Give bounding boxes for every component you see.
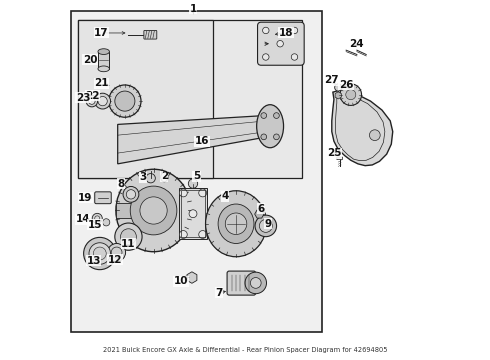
Circle shape — [263, 27, 269, 34]
Ellipse shape — [108, 243, 125, 261]
FancyBboxPatch shape — [144, 31, 157, 39]
Bar — [98, 51, 109, 69]
Ellipse shape — [98, 96, 107, 106]
Ellipse shape — [218, 204, 254, 243]
Polygon shape — [118, 116, 267, 164]
Circle shape — [179, 230, 187, 238]
Bar — [116, 203, 139, 219]
FancyBboxPatch shape — [227, 271, 256, 295]
Text: 8: 8 — [118, 179, 125, 189]
Bar — [78, 21, 213, 178]
Circle shape — [188, 179, 197, 188]
Text: 1: 1 — [189, 4, 196, 14]
Polygon shape — [332, 90, 393, 166]
Text: 19: 19 — [78, 193, 93, 203]
Circle shape — [273, 113, 279, 118]
Text: 15: 15 — [88, 220, 102, 230]
Circle shape — [273, 134, 279, 140]
Text: 2021 Buick Encore GX Axle & Differential - Rear Pinion Spacer Diagram for 426948: 2021 Buick Encore GX Axle & Differential… — [103, 347, 387, 354]
Ellipse shape — [84, 237, 116, 270]
Text: 9: 9 — [265, 219, 272, 229]
Circle shape — [92, 213, 102, 224]
FancyBboxPatch shape — [258, 22, 304, 65]
Text: 25: 25 — [327, 148, 341, 158]
Text: 7: 7 — [216, 288, 223, 298]
Bar — [78, 21, 302, 178]
FancyBboxPatch shape — [337, 157, 343, 159]
Circle shape — [291, 27, 298, 34]
Text: 20: 20 — [83, 55, 98, 65]
FancyBboxPatch shape — [95, 192, 111, 204]
Ellipse shape — [161, 172, 168, 182]
Circle shape — [263, 54, 269, 60]
Ellipse shape — [259, 220, 272, 232]
Ellipse shape — [205, 191, 267, 257]
Circle shape — [146, 174, 155, 183]
Text: 16: 16 — [195, 136, 209, 146]
Ellipse shape — [93, 247, 106, 260]
Ellipse shape — [340, 84, 362, 105]
Text: 11: 11 — [121, 239, 136, 249]
Bar — [71, 12, 322, 332]
Ellipse shape — [225, 213, 247, 234]
Ellipse shape — [121, 229, 136, 244]
Ellipse shape — [123, 186, 139, 202]
Circle shape — [95, 216, 100, 221]
Text: 10: 10 — [174, 276, 189, 286]
Ellipse shape — [130, 186, 177, 235]
Text: 26: 26 — [339, 80, 353, 90]
Text: 14: 14 — [75, 215, 90, 224]
Ellipse shape — [95, 93, 111, 109]
Circle shape — [189, 210, 197, 218]
Ellipse shape — [111, 247, 122, 258]
Text: 4: 4 — [221, 191, 229, 201]
Circle shape — [369, 130, 380, 140]
Circle shape — [277, 41, 283, 47]
Text: 6: 6 — [258, 204, 265, 214]
Ellipse shape — [250, 278, 261, 288]
Circle shape — [261, 134, 267, 140]
Ellipse shape — [109, 85, 141, 117]
Ellipse shape — [257, 105, 284, 148]
Ellipse shape — [98, 66, 109, 72]
Ellipse shape — [126, 190, 136, 199]
Text: 27: 27 — [324, 75, 339, 85]
Circle shape — [199, 230, 207, 238]
Ellipse shape — [116, 169, 191, 252]
Circle shape — [102, 219, 110, 226]
Circle shape — [199, 189, 207, 197]
Ellipse shape — [346, 90, 356, 100]
Text: 24: 24 — [349, 39, 364, 49]
Circle shape — [291, 54, 298, 60]
Text: 18: 18 — [279, 28, 294, 38]
Text: 13: 13 — [86, 256, 101, 266]
Polygon shape — [179, 188, 207, 239]
Ellipse shape — [255, 215, 276, 237]
Text: 22: 22 — [85, 91, 100, 101]
Text: 5: 5 — [193, 171, 200, 181]
Ellipse shape — [115, 223, 142, 250]
Circle shape — [261, 113, 267, 118]
Ellipse shape — [140, 197, 167, 224]
Text: 17: 17 — [94, 28, 109, 38]
Ellipse shape — [245, 272, 267, 294]
Text: 23: 23 — [75, 93, 90, 103]
Ellipse shape — [89, 243, 111, 264]
Text: 2: 2 — [161, 171, 168, 181]
Ellipse shape — [98, 49, 109, 54]
Ellipse shape — [89, 98, 95, 104]
Ellipse shape — [86, 95, 98, 107]
Ellipse shape — [115, 91, 135, 111]
Text: 12: 12 — [108, 255, 122, 265]
Circle shape — [179, 189, 187, 197]
Text: 3: 3 — [139, 172, 147, 182]
Circle shape — [335, 84, 342, 91]
Text: 21: 21 — [94, 78, 109, 88]
